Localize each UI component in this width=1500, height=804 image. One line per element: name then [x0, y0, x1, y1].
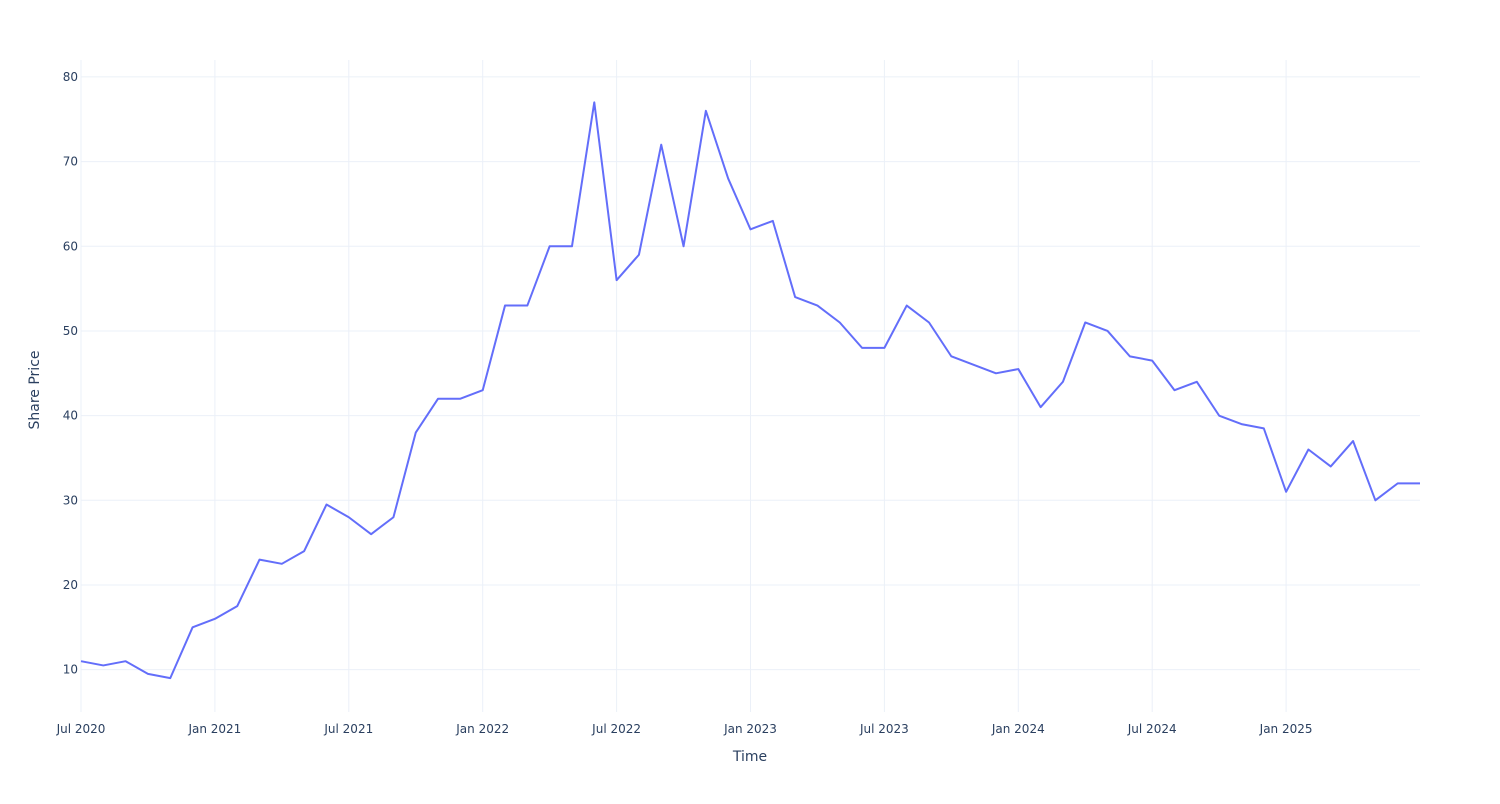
x-axis-title: Time [732, 749, 767, 765]
x-tick-label: Jan 2025 [1259, 722, 1313, 736]
y-tick-label: 60 [63, 239, 78, 253]
x-tick-label: Jul 2024 [1127, 722, 1177, 736]
y-tick-label: 30 [63, 493, 78, 507]
y-tick-label: 20 [63, 578, 78, 592]
y-tick-label: 40 [63, 409, 78, 423]
x-tick-label: Jul 2023 [859, 722, 909, 736]
y-tick-label: 70 [63, 155, 78, 169]
x-tick-label: Jan 2021 [187, 722, 241, 736]
x-tick-label: Jan 2022 [455, 722, 509, 736]
x-tick-label: Jul 2021 [323, 722, 373, 736]
x-tick-label: Jan 2024 [991, 722, 1045, 736]
y-tick-label: 10 [63, 663, 78, 677]
x-tick-label: Jan 2023 [723, 722, 777, 736]
x-tick-label: Jul 2022 [591, 722, 641, 736]
y-tick-label: 50 [63, 324, 78, 338]
x-tick-label: Jul 2020 [56, 722, 106, 736]
y-axis-title: Share Price [27, 350, 43, 429]
y-tick-label: 80 [63, 70, 78, 84]
price-line [80, 101, 1420, 680]
